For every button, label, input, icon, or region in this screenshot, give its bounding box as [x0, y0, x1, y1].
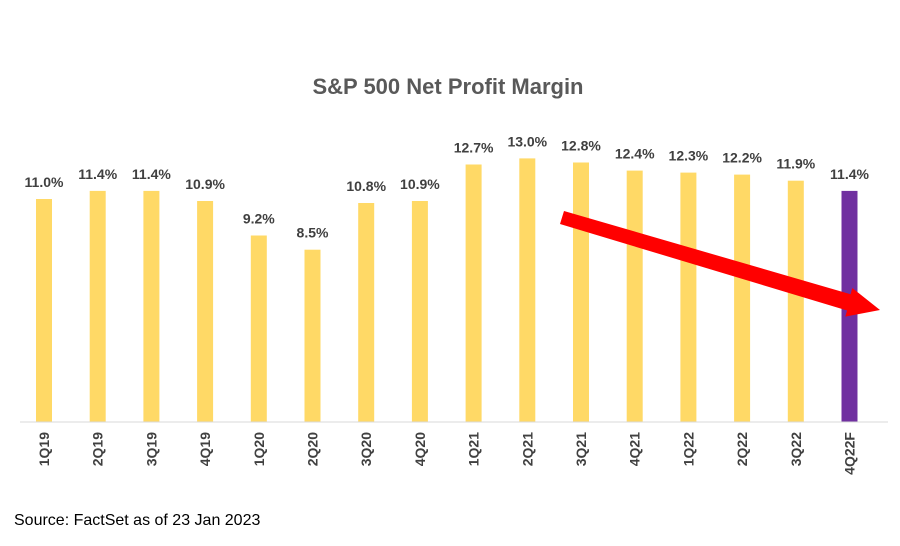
bar-4Q21 [626, 170, 643, 422]
bar-1Q21 [465, 164, 482, 422]
data-label-3Q22: 11.9% [776, 156, 815, 172]
data-label-4Q19: 10.9% [185, 176, 225, 192]
x-tick-label-1Q19: 1Q19 [36, 432, 52, 466]
bar-4Q19 [197, 201, 214, 422]
x-tick-label-4Q19: 4Q19 [197, 432, 213, 466]
data-label-2Q21: 13.0% [507, 133, 547, 149]
x-tick-label-3Q21: 3Q21 [573, 432, 589, 466]
data-label-2Q19: 11.4% [78, 166, 117, 182]
bar-3Q19 [143, 190, 160, 422]
x-tick-label-3Q22: 3Q22 [788, 432, 804, 466]
chart-title: S&P 500 Net Profit Margin [313, 74, 584, 99]
bar-1Q19 [36, 199, 52, 422]
data-label-1Q19: 11.0% [25, 174, 64, 190]
data-label-1Q20: 9.2% [243, 211, 275, 227]
data-label-3Q19: 11.4% [132, 166, 171, 182]
bar-2Q20 [304, 249, 321, 422]
data-label-1Q22: 12.3% [669, 148, 709, 164]
data-label-3Q20: 10.8% [346, 178, 386, 194]
x-tick-label-1Q22: 1Q22 [680, 432, 696, 466]
x-tick-label-2Q22: 2Q22 [734, 432, 750, 466]
data-label-3Q21: 12.8% [561, 138, 601, 154]
x-tick-label-2Q20: 2Q20 [305, 432, 321, 466]
data-label-2Q20: 8.5% [297, 225, 329, 241]
x-tick-label-2Q19: 2Q19 [90, 432, 106, 466]
x-tick-label-3Q20: 3Q20 [358, 432, 374, 466]
trend-arrow [560, 211, 880, 317]
bar-2Q21 [519, 158, 536, 422]
data-label-4Q20: 10.9% [400, 176, 440, 192]
x-tick-label-4Q21: 4Q21 [627, 432, 643, 466]
x-tick-label-1Q21: 1Q21 [466, 432, 482, 466]
data-label-4Q21: 12.4% [615, 146, 655, 162]
bar-1Q22 [680, 172, 697, 422]
source-note: Source: FactSet as of 23 Jan 2023 [14, 512, 261, 529]
bar-3Q20 [358, 203, 375, 422]
data-labels-layer: 11.0% 11.4% 11.4% 10.9% 9.2% 8.5% 10.8% 10.9% 12… [25, 133, 870, 240]
bar-2Q22 [734, 174, 751, 422]
bar-1Q20 [250, 235, 267, 422]
bar-3Q21 [573, 162, 589, 422]
bar-3Q22 [787, 180, 804, 422]
x-tick-label-4Q22F: 4Q22F [842, 432, 858, 475]
x-tick-label-2Q21: 2Q21 [519, 432, 535, 466]
bar-2Q19 [89, 190, 106, 422]
x-tick-label-4Q20: 4Q20 [412, 432, 428, 466]
bar-4Q20 [411, 201, 428, 422]
bars-layer [36, 158, 858, 422]
data-label-1Q21: 12.7% [454, 140, 494, 156]
x-tick-labels-layer: 1Q19 2Q19 3Q19 4Q19 1Q20 2Q20 3Q20 4Q20 1Q21 2Q21… [36, 432, 858, 475]
data-label-4Q22F: 11.4% [830, 166, 869, 182]
data-label-2Q22: 12.2% [722, 150, 762, 166]
x-tick-label-3Q19: 3Q19 [143, 432, 159, 466]
x-tick-label-1Q20: 1Q20 [251, 432, 267, 466]
